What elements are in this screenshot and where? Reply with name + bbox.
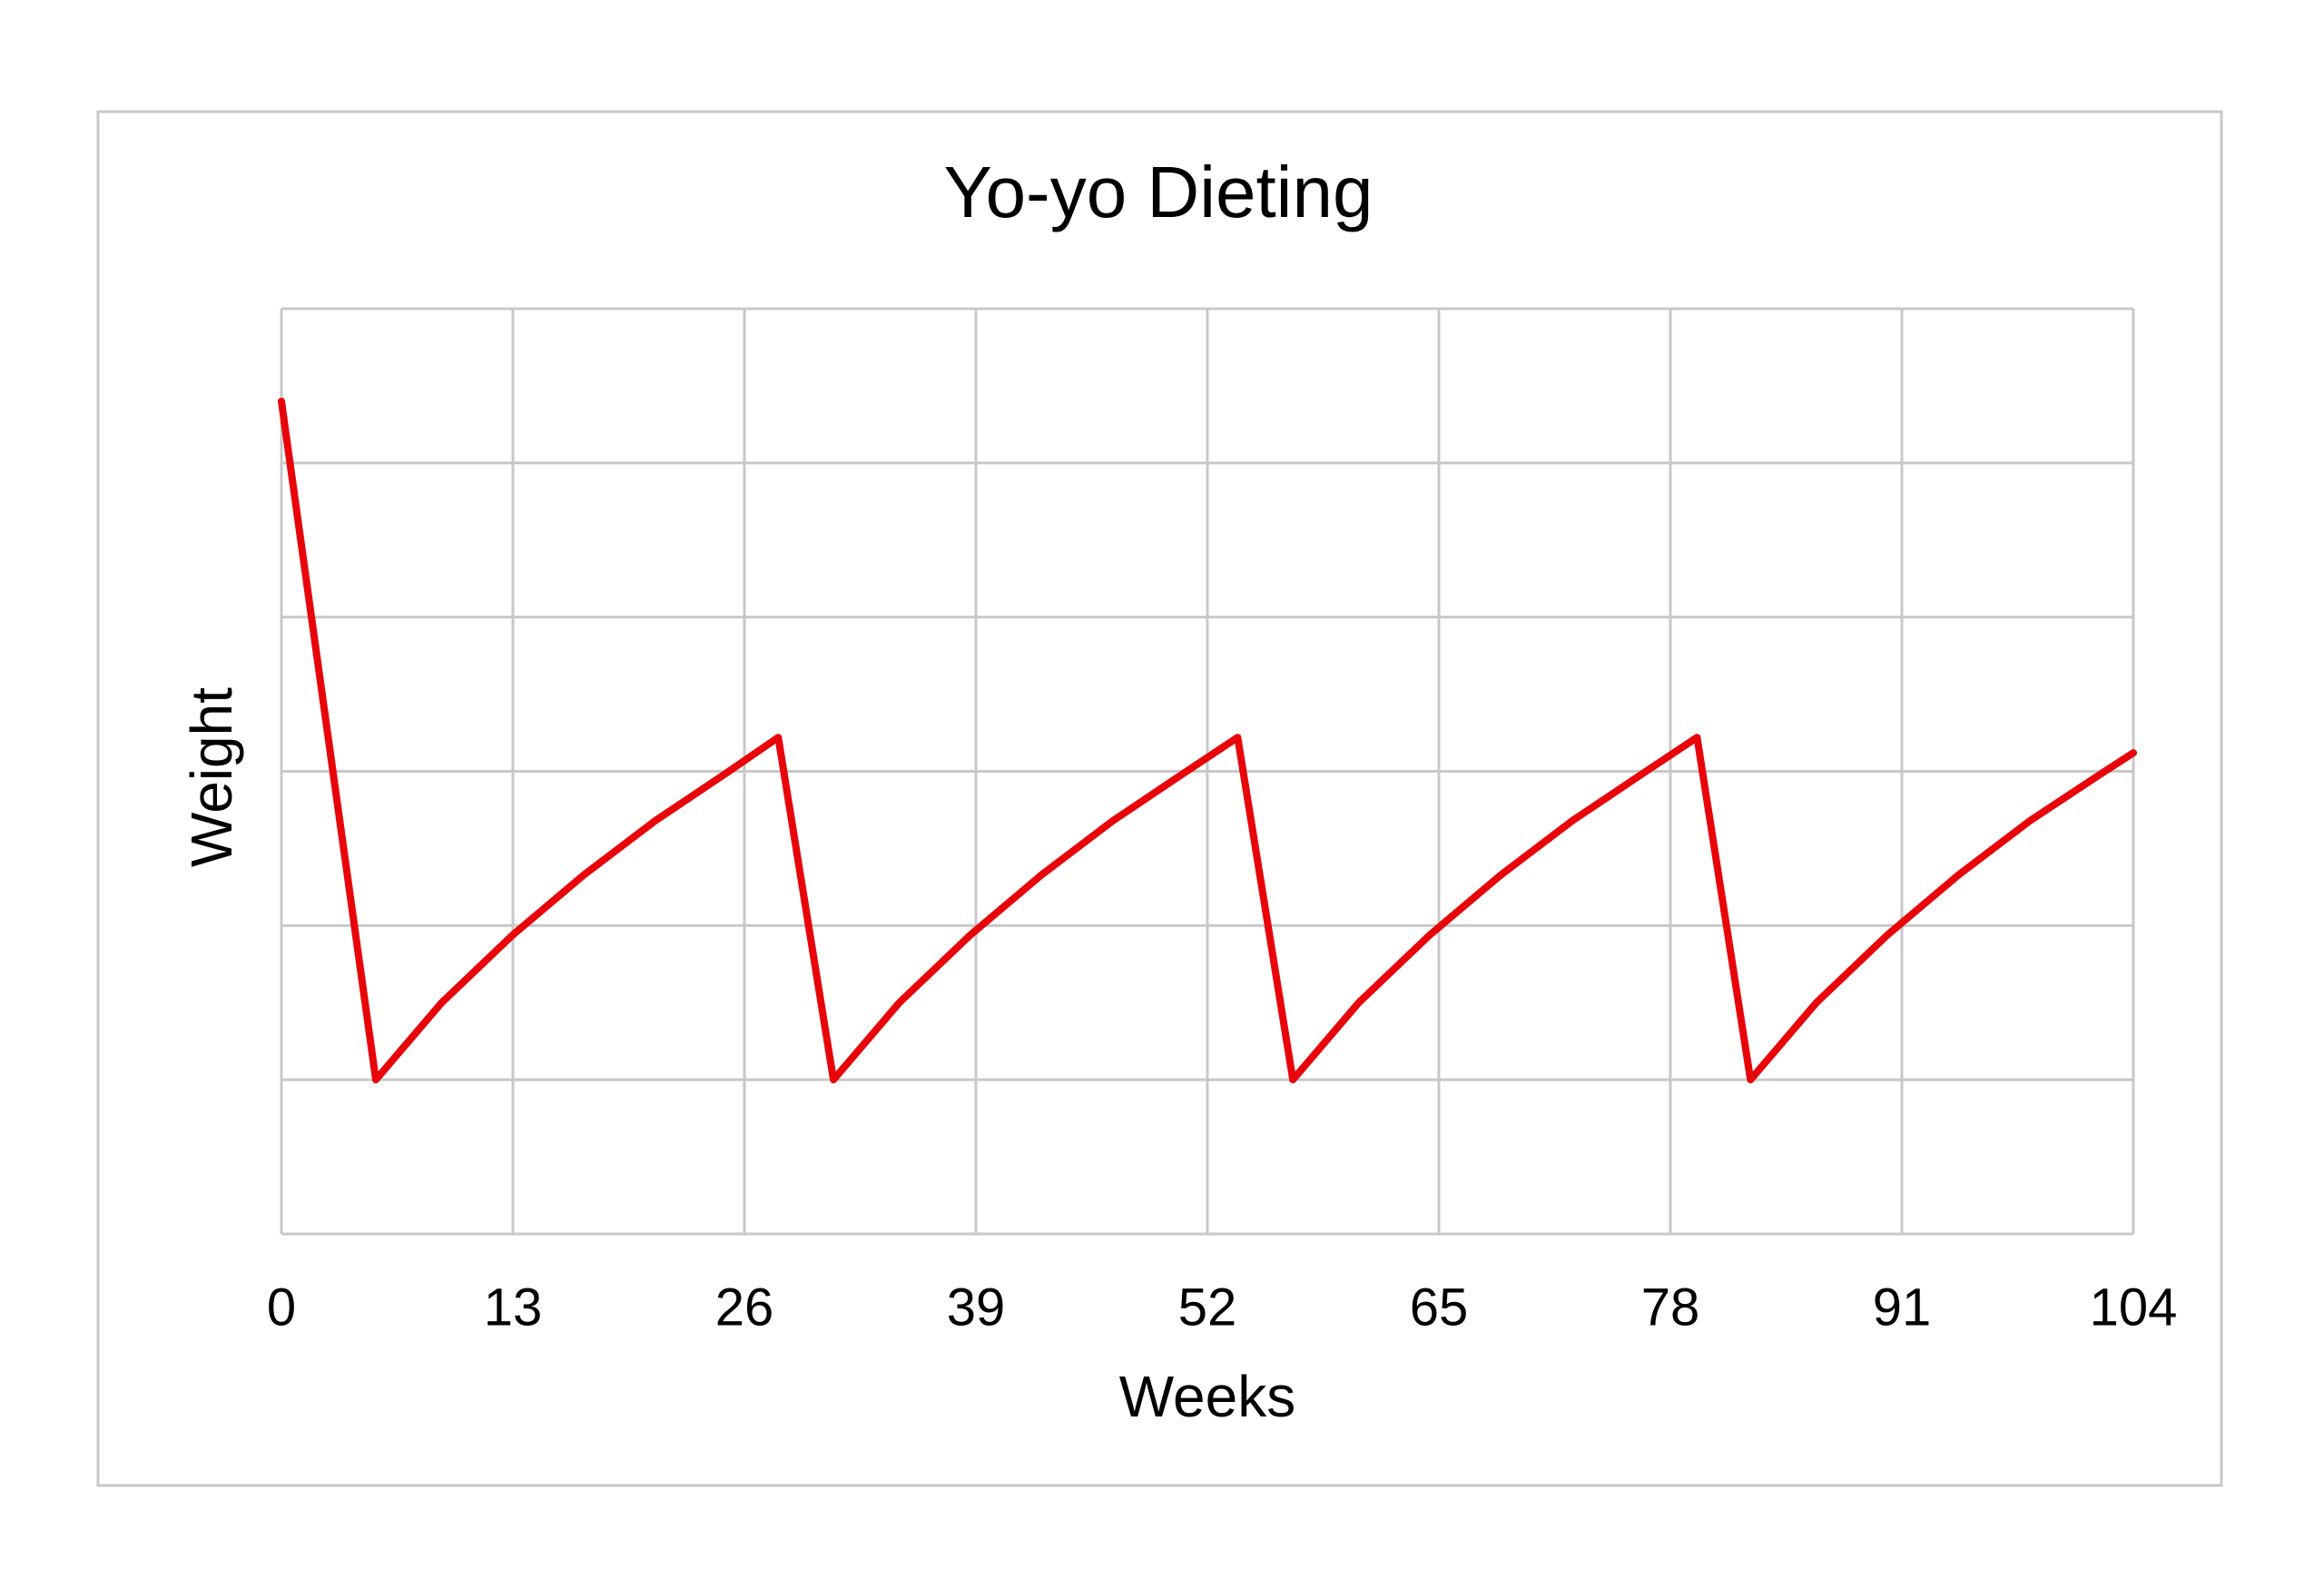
x-tick-label: 104 bbox=[2090, 1278, 2178, 1337]
x-tick-label: 0 bbox=[267, 1278, 296, 1337]
x-tick-label: 13 bbox=[484, 1278, 543, 1337]
x-tick-label: 52 bbox=[1178, 1278, 1237, 1337]
x-tick-label: 39 bbox=[947, 1278, 1006, 1337]
line-series bbox=[278, 397, 2137, 1084]
x-tick-label: 91 bbox=[1873, 1278, 1932, 1337]
x-tick-label: 26 bbox=[715, 1278, 774, 1337]
chart-title: Yo-yo Dieting bbox=[944, 152, 1374, 232]
x-tick-label: 65 bbox=[1410, 1278, 1469, 1337]
y-axis-label: Weight bbox=[179, 687, 244, 867]
x-tick-label: 78 bbox=[1641, 1278, 1700, 1337]
chart-frame bbox=[96, 110, 2223, 1487]
x-axis-label: Weeks bbox=[1119, 1364, 1295, 1429]
